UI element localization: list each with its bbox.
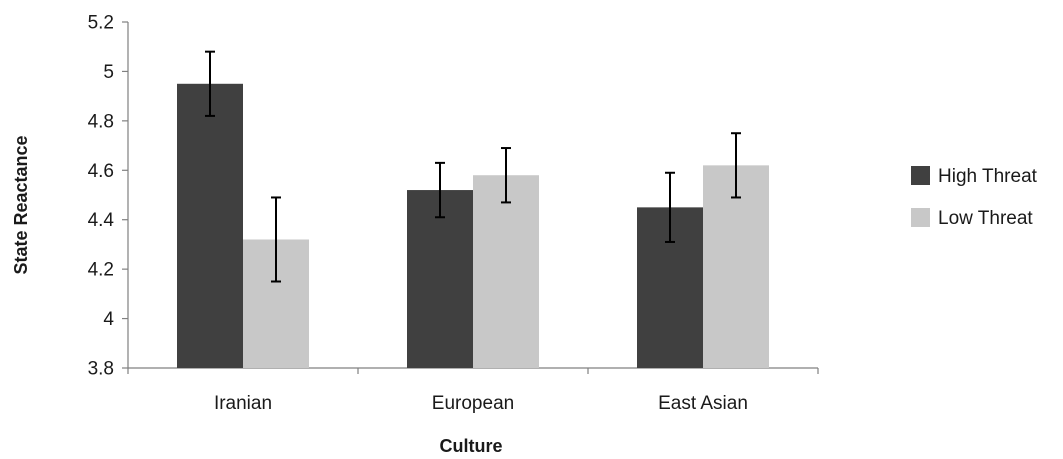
x-ticks: Iranian European East Asian [127, 368, 819, 414]
y-tick-label: 4.8 [88, 111, 114, 132]
y-tick-label: 4 [103, 309, 114, 330]
y-tick-label: 4.6 [88, 161, 114, 182]
y-tick-label: 5 [103, 62, 114, 83]
x-tick-label: European [432, 393, 514, 414]
error-bars [205, 50, 741, 283]
x-tick-label: East Asian [658, 393, 748, 414]
legend: High Threat Low Threat [911, 166, 1038, 229]
bar-low-threat [703, 165, 769, 368]
x-tick-label: Iranian [214, 393, 272, 414]
y-tick-label: 4.4 [88, 210, 115, 231]
legend-label: High Threat [938, 166, 1038, 187]
bar-low-threat [473, 175, 539, 368]
legend-label: Low Threat [938, 208, 1033, 229]
y-axis-title: State Reactance [11, 135, 31, 274]
y-ticks: 3.8 4 4.2 4.4 4.6 4.8 5 5.2 [88, 13, 128, 380]
legend-swatch [911, 166, 930, 185]
y-tick-label: 4.2 [88, 260, 114, 281]
legend-swatch [911, 208, 930, 227]
bar-high-threat [407, 190, 473, 368]
y-tick-label: 3.8 [88, 359, 114, 380]
y-tick-label: 5.2 [88, 13, 114, 34]
bar-high-threat [177, 83, 243, 369]
bars [177, 83, 769, 369]
x-axis-title: Culture [440, 436, 503, 456]
